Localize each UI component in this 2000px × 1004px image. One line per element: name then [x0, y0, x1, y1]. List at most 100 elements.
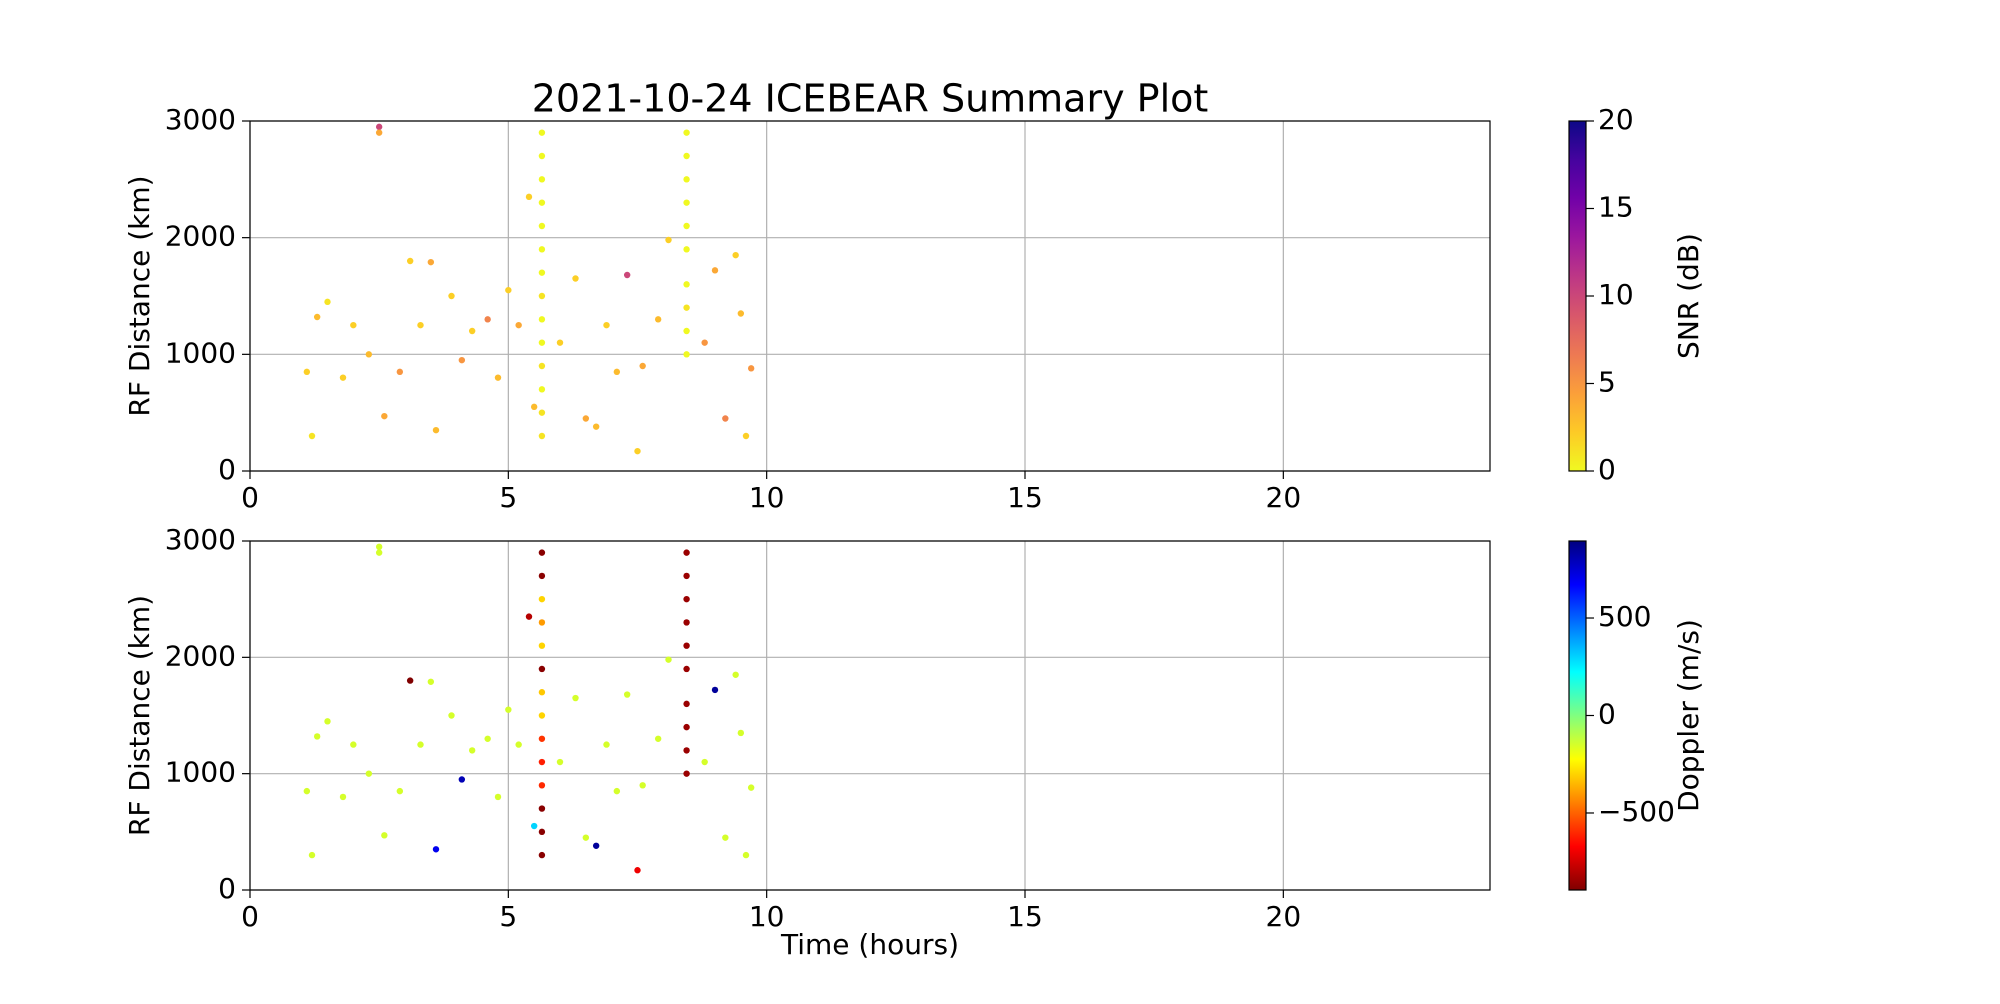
data-point — [747, 365, 755, 372]
data-point — [737, 729, 745, 737]
data-point — [665, 656, 672, 663]
x-tick-label: 20 — [1266, 481, 1302, 514]
colorbar-tick-label: −500 — [1598, 795, 1675, 828]
data-point — [639, 362, 646, 370]
data-point — [538, 386, 546, 393]
data-point — [530, 822, 538, 830]
data-point — [538, 595, 546, 603]
data-point — [592, 423, 600, 430]
data-point — [683, 304, 690, 311]
data-point — [303, 368, 311, 376]
data-point — [427, 678, 435, 685]
data-point — [683, 723, 690, 731]
data-point — [538, 712, 546, 719]
data-point — [308, 432, 316, 440]
data-point — [313, 313, 321, 321]
data-point — [592, 842, 600, 849]
data-point — [572, 694, 579, 702]
data-point — [742, 432, 750, 440]
x-axis-label: Time (hours) — [780, 928, 959, 961]
colorbar-tick-label: 0 — [1598, 698, 1616, 731]
data-point — [303, 787, 311, 795]
data-point — [538, 432, 546, 440]
data-point — [683, 351, 690, 358]
colorbar-label: Doppler (m/s) — [1672, 619, 1705, 812]
data-point — [484, 735, 491, 742]
data-point — [427, 258, 435, 266]
data-point — [468, 747, 476, 754]
data-point — [468, 327, 476, 335]
data-point — [350, 321, 357, 329]
data-point — [339, 793, 347, 801]
y-axis-label: RF Distance (km) — [123, 595, 156, 836]
x-tick-label: 15 — [1007, 481, 1043, 514]
data-point — [381, 832, 388, 839]
colorbar-tick-label: 20 — [1598, 103, 1634, 136]
data-point — [339, 374, 347, 381]
data-point — [582, 834, 590, 841]
data-point — [538, 619, 546, 626]
data-point — [634, 867, 641, 874]
data-point — [538, 292, 546, 300]
data-point — [538, 199, 546, 206]
data-point — [448, 712, 455, 719]
plot-frame — [249, 540, 1491, 891]
data-point — [525, 613, 533, 620]
colorbar — [1568, 540, 1587, 891]
y-tick-label: 1000 — [165, 336, 236, 369]
data-point — [654, 316, 662, 323]
data-point — [484, 316, 491, 323]
data-point — [375, 549, 383, 556]
data-point — [683, 700, 690, 708]
data-point — [722, 415, 729, 422]
data-point — [494, 374, 502, 381]
data-point — [639, 782, 646, 789]
data-point — [396, 368, 404, 376]
data-point — [538, 572, 546, 580]
data-point — [683, 246, 690, 253]
data-point — [375, 543, 383, 551]
data-point — [350, 741, 357, 748]
data-point — [747, 784, 755, 791]
data-point — [324, 298, 331, 306]
y-tick-label: 0 — [218, 453, 236, 486]
data-point — [603, 321, 610, 329]
data-point — [683, 281, 690, 288]
data-point — [683, 327, 690, 335]
data-point — [683, 222, 690, 230]
data-point — [665, 236, 672, 244]
x-tick-label: 10 — [749, 481, 785, 514]
data-point — [538, 129, 546, 136]
y-tick-label: 2000 — [165, 220, 236, 253]
data-point — [732, 251, 739, 259]
x-tick-label: 5 — [499, 481, 517, 514]
data-point — [406, 677, 414, 684]
data-point — [308, 851, 316, 859]
data-point — [505, 706, 512, 713]
x-tick-label: 15 — [1007, 900, 1043, 933]
data-point — [396, 787, 404, 795]
data-point — [634, 447, 641, 455]
data-point — [538, 362, 546, 370]
colorbar-tick-label: 0 — [1598, 453, 1616, 486]
data-point — [365, 770, 373, 777]
data-point — [530, 403, 538, 411]
y-tick-label: 0 — [218, 872, 236, 905]
data-point — [654, 735, 662, 742]
data-point — [701, 339, 708, 346]
data-point — [613, 787, 621, 795]
data-point — [375, 129, 383, 136]
data-point — [683, 747, 690, 754]
data-point — [494, 793, 502, 801]
data-point — [538, 665, 546, 673]
colorbar-tick-label: 15 — [1598, 191, 1634, 224]
x-tick-label: 10 — [749, 900, 785, 933]
data-point — [538, 222, 546, 230]
data-point — [538, 269, 546, 276]
data-point — [525, 193, 533, 201]
data-point — [538, 828, 546, 836]
data-point — [538, 642, 546, 649]
y-axis-label: RF Distance (km) — [123, 175, 156, 416]
data-point — [538, 339, 546, 346]
data-point — [572, 275, 579, 282]
